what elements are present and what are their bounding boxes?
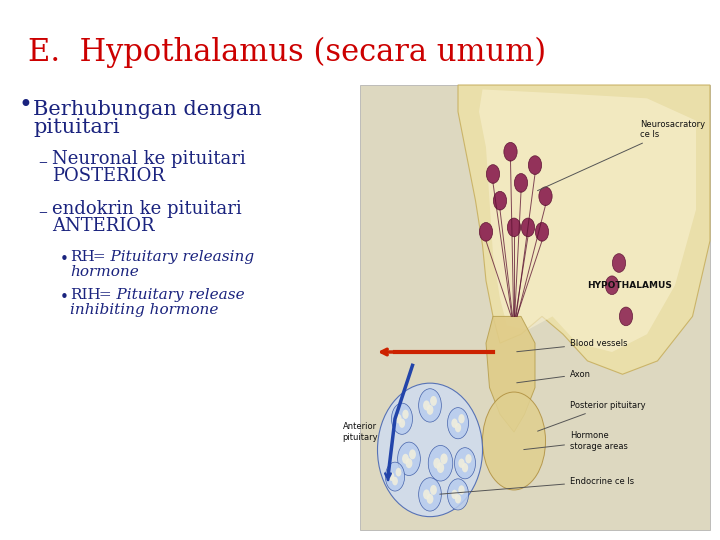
- Text: Neurosacratory
ce ls: Neurosacratory ce ls: [538, 120, 705, 191]
- Ellipse shape: [459, 485, 464, 495]
- Text: HYPOTHALAMUS: HYPOTHALAMUS: [588, 281, 672, 290]
- Ellipse shape: [451, 418, 458, 428]
- Text: •: •: [60, 290, 69, 305]
- Ellipse shape: [402, 410, 409, 419]
- Text: •: •: [18, 93, 32, 117]
- Text: Posterior pituitary: Posterior pituitary: [538, 401, 646, 431]
- Text: POSTERIOR: POSTERIOR: [52, 167, 165, 185]
- Ellipse shape: [539, 187, 552, 206]
- Ellipse shape: [528, 156, 541, 174]
- Ellipse shape: [405, 458, 413, 468]
- Ellipse shape: [459, 414, 464, 423]
- Ellipse shape: [389, 472, 395, 481]
- Text: = Pituitary release: = Pituitary release: [94, 288, 245, 302]
- Ellipse shape: [426, 405, 433, 415]
- Ellipse shape: [377, 383, 482, 517]
- Ellipse shape: [459, 458, 464, 468]
- Ellipse shape: [493, 191, 507, 210]
- Ellipse shape: [465, 454, 472, 463]
- Text: hormone: hormone: [70, 265, 139, 279]
- Polygon shape: [486, 316, 535, 432]
- Text: Axon: Axon: [517, 370, 591, 383]
- Ellipse shape: [395, 414, 402, 423]
- Text: •: •: [60, 252, 69, 267]
- Ellipse shape: [418, 389, 441, 422]
- Text: pituitari: pituitari: [33, 118, 120, 137]
- Ellipse shape: [514, 173, 528, 192]
- Ellipse shape: [395, 468, 401, 476]
- Ellipse shape: [455, 423, 461, 433]
- Ellipse shape: [430, 485, 437, 495]
- Ellipse shape: [451, 490, 458, 499]
- Ellipse shape: [397, 442, 420, 476]
- Text: Anterior
pituitary: Anterior pituitary: [343, 422, 378, 442]
- Ellipse shape: [482, 392, 546, 490]
- Text: = Pituitary releasing: = Pituitary releasing: [88, 250, 254, 264]
- Polygon shape: [458, 85, 710, 374]
- Text: endokrin ke pituitari: endokrin ke pituitari: [52, 200, 242, 218]
- Ellipse shape: [399, 418, 405, 428]
- Text: Hormone
storage areas: Hormone storage areas: [523, 431, 628, 451]
- Ellipse shape: [441, 454, 448, 464]
- Ellipse shape: [423, 489, 430, 500]
- Text: –: –: [38, 153, 47, 171]
- Ellipse shape: [385, 462, 405, 491]
- Text: ANTERIOR: ANTERIOR: [52, 217, 155, 235]
- Ellipse shape: [606, 276, 618, 295]
- Text: Neuronal ke pituitari: Neuronal ke pituitari: [52, 150, 246, 168]
- Ellipse shape: [455, 494, 461, 503]
- Ellipse shape: [423, 400, 430, 410]
- Ellipse shape: [426, 494, 433, 504]
- Ellipse shape: [392, 477, 398, 485]
- Ellipse shape: [433, 458, 441, 469]
- Polygon shape: [479, 90, 696, 352]
- Ellipse shape: [428, 446, 453, 481]
- Ellipse shape: [418, 478, 441, 511]
- Ellipse shape: [612, 254, 626, 272]
- Ellipse shape: [486, 165, 500, 184]
- FancyBboxPatch shape: [360, 85, 710, 530]
- Ellipse shape: [480, 222, 492, 241]
- Text: Endocrine ce ls: Endocrine ce ls: [440, 477, 634, 494]
- Text: RH: RH: [70, 250, 95, 264]
- Ellipse shape: [409, 449, 416, 460]
- Ellipse shape: [462, 463, 468, 472]
- Ellipse shape: [392, 403, 413, 434]
- Text: –: –: [38, 203, 47, 221]
- Text: Berhubungan dengan: Berhubungan dengan: [33, 100, 262, 119]
- Text: E.  Hypothalamus (secara umum): E. Hypothalamus (secara umum): [28, 36, 546, 68]
- Ellipse shape: [402, 454, 409, 464]
- Ellipse shape: [619, 307, 633, 326]
- Ellipse shape: [508, 218, 521, 237]
- Ellipse shape: [521, 218, 535, 237]
- Ellipse shape: [504, 143, 517, 161]
- Ellipse shape: [448, 408, 469, 439]
- Text: RIH: RIH: [70, 288, 101, 302]
- Ellipse shape: [437, 462, 444, 473]
- Ellipse shape: [536, 222, 549, 241]
- Ellipse shape: [430, 396, 437, 406]
- Ellipse shape: [448, 479, 469, 510]
- Ellipse shape: [454, 448, 475, 479]
- Text: inhibiting hormone: inhibiting hormone: [70, 303, 218, 317]
- Text: Blood vessels: Blood vessels: [517, 339, 628, 352]
